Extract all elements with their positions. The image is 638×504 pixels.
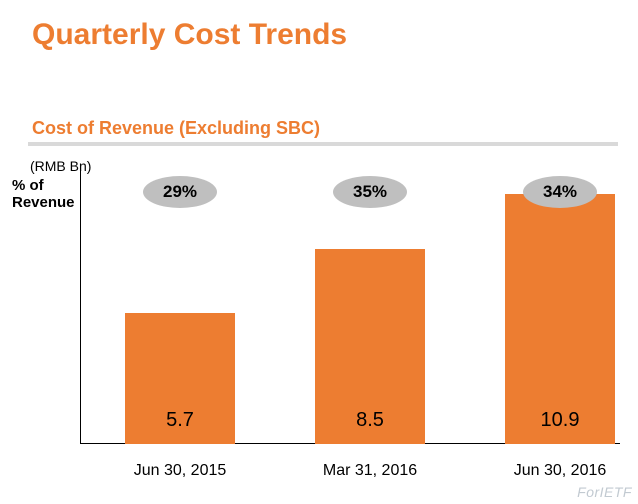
bar: 5.7 — [125, 313, 235, 444]
bar-value: 10.9 — [505, 409, 615, 432]
pct-label-line2: Revenue — [12, 194, 75, 211]
x-tick-label: Mar 31, 2016 — [290, 462, 450, 480]
bar-chart: 5.729%Jun 30, 20158.535%Mar 31, 201610.9… — [80, 168, 620, 444]
bar: 10.9 — [505, 194, 615, 444]
subtitle-underline — [28, 142, 618, 146]
percent-badge: 35% — [333, 176, 407, 208]
x-tick-label: Jun 30, 2015 — [100, 462, 260, 480]
page-title: Quarterly Cost Trends — [32, 18, 347, 52]
percent-of-revenue-label: % of Revenue — [12, 178, 75, 211]
percent-badge: 29% — [143, 176, 217, 208]
bar-value: 8.5 — [315, 409, 425, 432]
chart-subtitle: Cost of Revenue (Excluding SBC) — [32, 118, 320, 139]
x-tick-label: Jun 30, 2016 — [480, 462, 638, 480]
y-axis — [80, 168, 81, 444]
bar-value: 5.7 — [125, 409, 235, 432]
watermark: ForIETF — [577, 484, 632, 500]
percent-badge: 34% — [523, 176, 597, 208]
bar: 8.5 — [315, 249, 425, 444]
pct-label-line1: % of — [12, 177, 44, 194]
